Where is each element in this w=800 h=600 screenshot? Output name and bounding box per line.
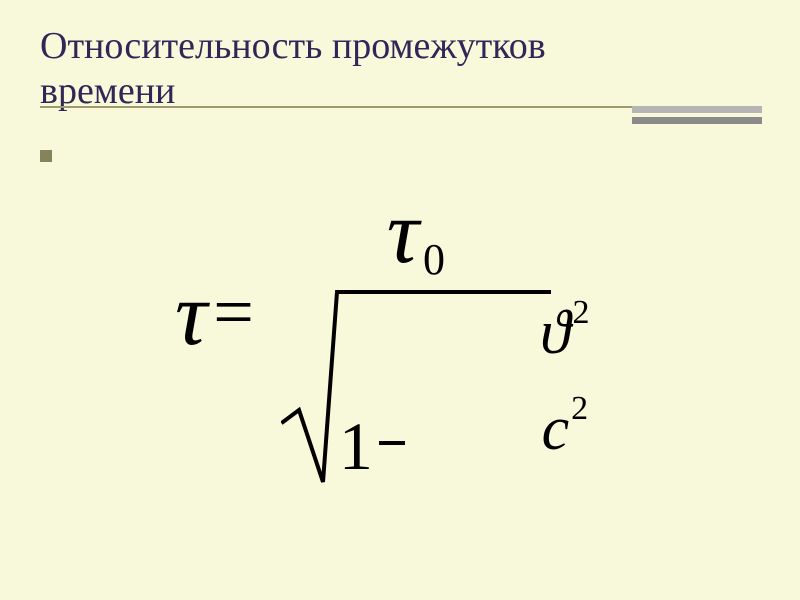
accent-bar-bottom [632, 117, 762, 124]
c-symbol: c [542, 395, 570, 463]
bullet-square [40, 150, 52, 162]
tau-symbol: τ [387, 188, 419, 278]
tau-lhs: τ [175, 270, 207, 360]
square-root: 1 ϑ2 c2 [281, 286, 551, 486]
equals-sign: = [213, 271, 254, 354]
vc-denominator: c2 [417, 386, 713, 596]
accent-bar-top [632, 106, 762, 113]
vc-numerator: ϑ2 [417, 296, 713, 386]
main-fraction: τ0 1 ϑ2 [268, 190, 564, 490]
v-symbol: ϑ [540, 299, 570, 367]
title-area: Относительность промежутков времени [40, 24, 760, 114]
slide-title: Относительность промежутков времени [40, 24, 640, 114]
v-exponent: 2 [573, 294, 590, 331]
main-numerator: τ0 [268, 190, 564, 280]
minus-sign [379, 441, 405, 445]
slide: Относительность промежутков времени τ = … [0, 0, 800, 600]
radicand: 1 ϑ2 c2 [339, 296, 713, 596]
constant-one: 1 [339, 407, 373, 486]
c-exponent: 2 [571, 390, 588, 427]
main-denominator: 1 ϑ2 c2 [268, 280, 564, 490]
subscript-zero: 0 [423, 235, 445, 284]
accent-bars [632, 106, 762, 124]
v-over-c-fraction: ϑ2 c2 [417, 296, 713, 596]
time-dilation-formula: τ = τ0 1 ϑ2 [175, 190, 564, 490]
tau-zero: τ0 [387, 188, 445, 285]
